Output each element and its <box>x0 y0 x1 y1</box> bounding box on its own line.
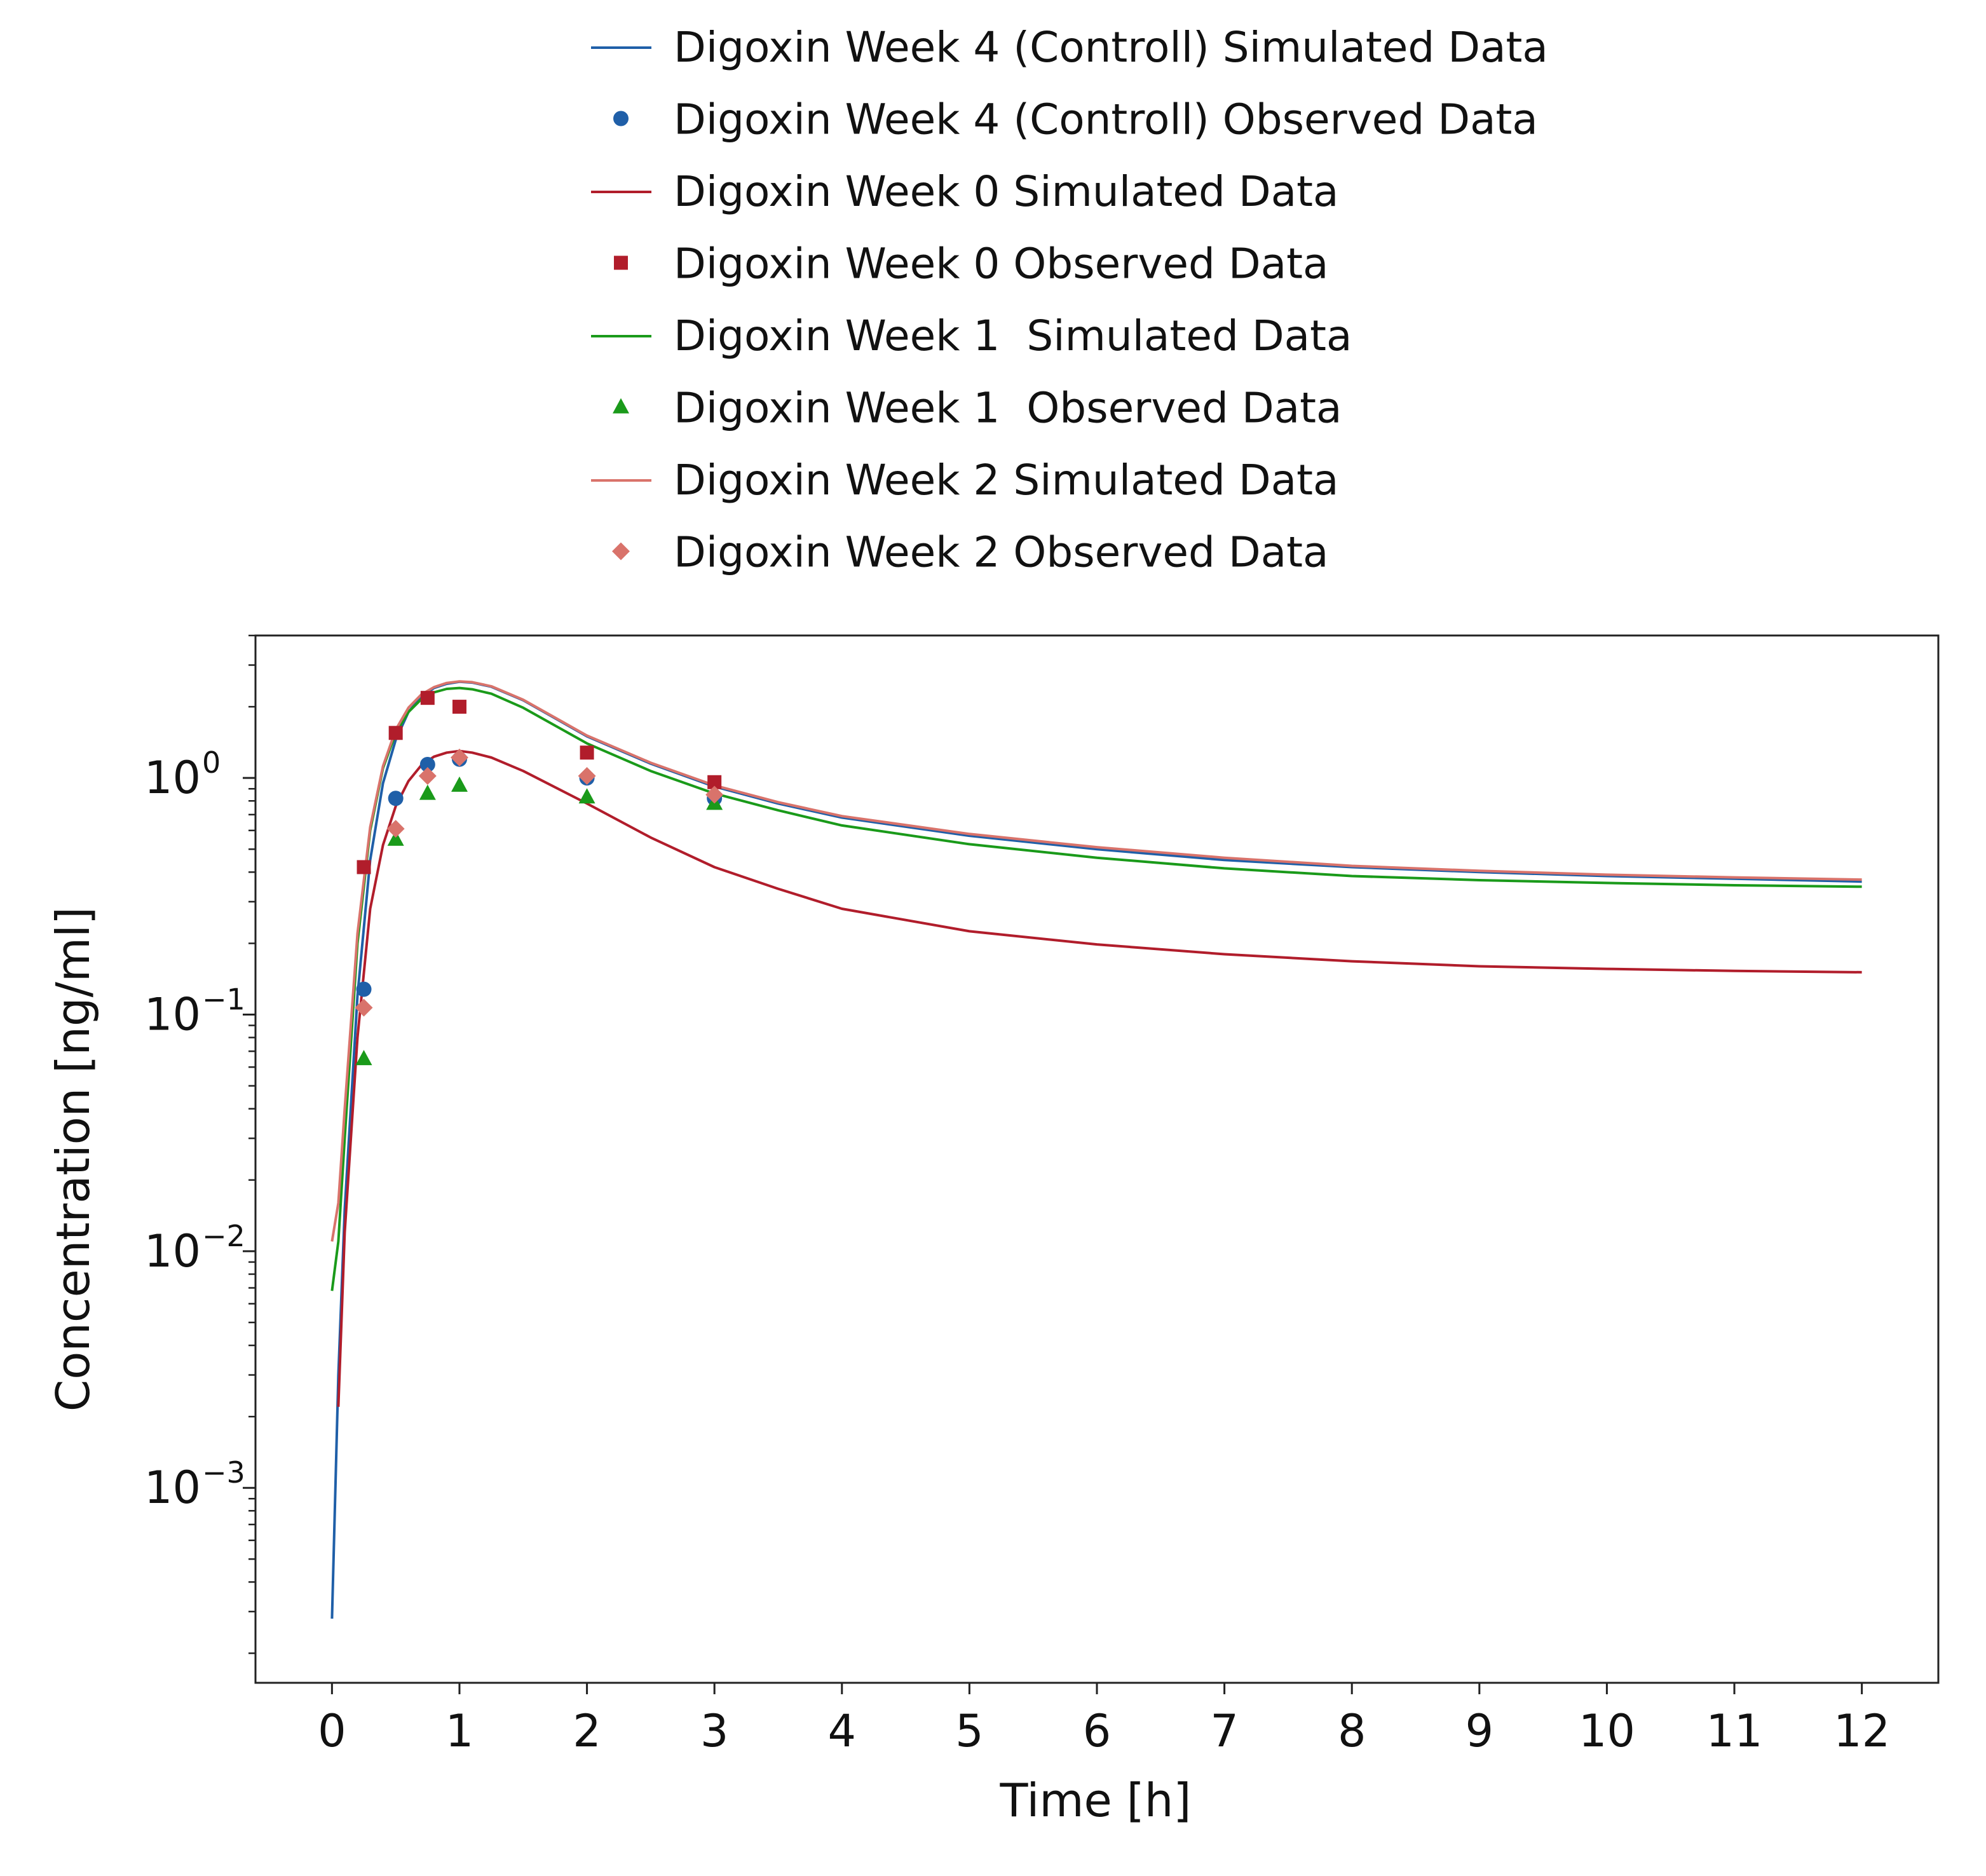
legend-label: Digoxin Week 0 Simulated Data <box>674 167 1338 216</box>
legend-marker-swatch <box>612 542 630 561</box>
legend-label: Digoxin Week 4 (Controll) Simulated Data <box>674 23 1548 72</box>
x-tick-label: 11 <box>1706 1705 1762 1757</box>
data-point <box>355 1050 372 1066</box>
plot-area <box>254 634 1940 1684</box>
y-tick-base: 10 <box>144 752 201 804</box>
legend: Digoxin Week 4 (Controll) Simulated Data… <box>591 23 1548 577</box>
series-line <box>330 680 1862 1242</box>
data-point <box>386 820 405 838</box>
data-point <box>420 691 435 705</box>
data-point <box>451 776 468 792</box>
data-point <box>452 700 466 714</box>
y-tick-exponent: −3 <box>202 1455 245 1490</box>
x-tick-label: 1 <box>445 1705 474 1757</box>
data-point <box>419 784 436 800</box>
y-tick-label: 10 <box>144 752 201 804</box>
y-axis-label: Concentration [ng/ml] <box>46 907 100 1411</box>
y-tick-label: 10 <box>144 989 201 1041</box>
legend-marker-swatch <box>613 111 629 126</box>
data-point <box>357 860 371 874</box>
y-tick-exponent: 0 <box>202 745 221 780</box>
x-tick-label: 6 <box>1083 1705 1112 1757</box>
data-point <box>356 981 372 997</box>
x-tick-label: 9 <box>1466 1705 1494 1757</box>
series-line <box>330 686 1862 1291</box>
data-point <box>388 726 403 740</box>
x-tick-label: 12 <box>1833 1705 1890 1757</box>
y-tick-base: 10 <box>144 1462 201 1514</box>
data-point <box>578 766 596 785</box>
data-point <box>707 775 722 789</box>
y-tick-base: 10 <box>144 989 201 1041</box>
x-axis: 0 1 2 3 4 5 6 7 8 9 10 11 12 <box>318 1683 1890 1757</box>
data-point <box>355 998 373 1017</box>
legend-label: Digoxin Week 1 Simulated Data <box>674 311 1352 360</box>
x-tick-label: 8 <box>1338 1705 1366 1757</box>
x-tick-label: 3 <box>700 1705 729 1757</box>
series-line <box>330 680 1862 1619</box>
legend-marker-swatch <box>613 398 629 414</box>
x-tick-label: 2 <box>573 1705 601 1757</box>
data-point <box>578 788 595 804</box>
x-tick-label: 4 <box>828 1705 857 1757</box>
legend-label: Digoxin Week 2 Simulated Data <box>674 456 1338 505</box>
data-point <box>419 756 435 772</box>
y-tick-exponent: −1 <box>202 982 245 1017</box>
y-tick-exponent: −2 <box>202 1219 245 1253</box>
x-tick-label: 7 <box>1210 1705 1239 1757</box>
series-line <box>337 749 1862 1407</box>
legend-label: Digoxin Week 2 Observed Data <box>674 528 1328 577</box>
legend-label: Digoxin Week 1 Observed Data <box>674 384 1342 433</box>
x-axis-label: Time [h] <box>1000 1774 1192 1827</box>
data-point <box>580 745 594 760</box>
legend-label: Digoxin Week 0 Observed Data <box>674 240 1328 289</box>
data-point <box>450 749 468 767</box>
legend-label: Digoxin Week 4 (Controll) Observed Data <box>674 95 1538 144</box>
data-point <box>387 830 404 846</box>
x-tick-label: 0 <box>318 1705 346 1757</box>
legend-marker-swatch <box>614 255 628 270</box>
x-tick-label: 5 <box>955 1705 984 1757</box>
y-tick-label: 10 <box>144 1462 201 1514</box>
data-point <box>388 791 404 806</box>
data-point <box>418 766 437 785</box>
x-tick-label: 10 <box>1579 1705 1635 1757</box>
data-point <box>705 785 724 804</box>
y-tick-label: 10 <box>144 1225 201 1277</box>
y-tick-base: 10 <box>144 1225 201 1277</box>
series-layer <box>330 680 1862 1619</box>
